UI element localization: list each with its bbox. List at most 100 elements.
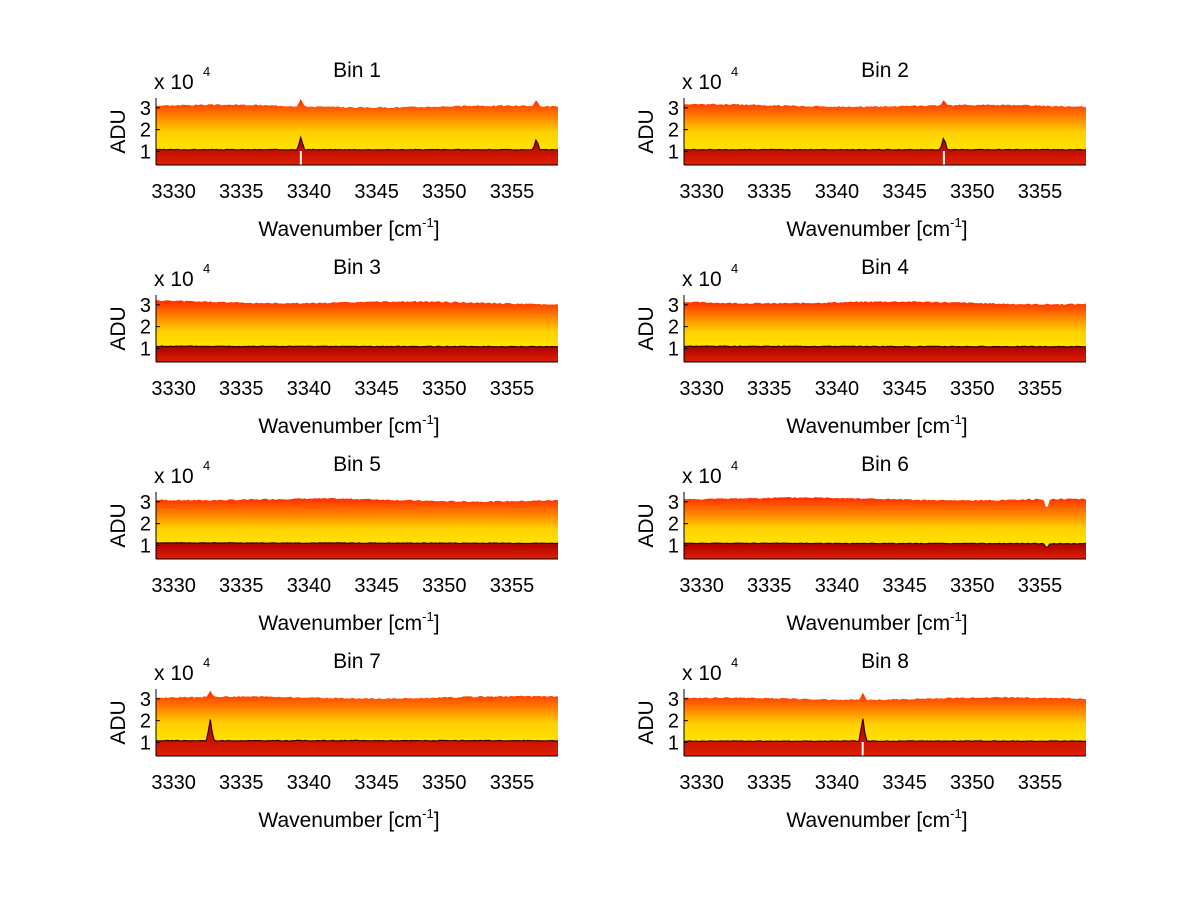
bin-6-title: Bin 6: [861, 453, 909, 476]
bin-3-ytick-label: 2: [140, 317, 151, 339]
bin-6-xtick-label: 3335: [747, 575, 792, 597]
subplot-bin-6: 123 3330 3335 3340 3345 3350 3355 Bin 6 x 10 4 ADU…: [635, 453, 1086, 635]
bin-7-xtick-label: 3345: [354, 772, 399, 794]
bin-2-xtick-label: 3340: [815, 181, 860, 203]
bin-6-xtick-label: 3350: [950, 575, 995, 597]
bin-5-xtick-label: 3355: [490, 575, 535, 597]
bin-8-lower-area: [684, 718, 1086, 756]
bin-3-xlabel: Wavenumber [cm-1]: [258, 412, 439, 438]
bin-1-ytick-label: 1: [140, 141, 151, 163]
bin-7-xtick-label: 3335: [219, 772, 264, 794]
bin-2-lower-line: [684, 137, 1086, 151]
bin-5-ytick-label: 3: [140, 492, 151, 514]
bin-8-xtick-label: 3355: [1018, 772, 1063, 794]
bin-3-ytick-label: 3: [140, 295, 151, 317]
bin-7-ylabel: ADU: [107, 700, 130, 744]
bin-4-ytick-label: 2: [668, 317, 679, 339]
bin-1-ylabel: ADU: [107, 109, 130, 153]
bin-7-xlabel: Wavenumber [cm-1]: [258, 806, 439, 832]
bin-2-ytick-label: 2: [668, 120, 679, 142]
bin-1-lower-area: [156, 137, 558, 165]
bin-6-xtick-label: 3340: [815, 575, 860, 597]
bin-3-exponent-sup: 4: [203, 261, 210, 276]
bin-3-xtick-label: 3355: [490, 378, 535, 400]
bin-1-exponent-sup: 4: [203, 64, 210, 79]
bin-8-ylabel: ADU: [635, 700, 658, 744]
bin-5-xtick-label: 3345: [354, 575, 399, 597]
bin-7-exponent-sup: 4: [203, 655, 210, 670]
bin-5-title: Bin 5: [333, 453, 381, 476]
bin-5-exponent-sup: 4: [203, 458, 210, 473]
bin-2-exponent-sup: 4: [731, 64, 738, 79]
bin-3-xtick-label: 3335: [219, 378, 264, 400]
bin-4-lower-area: [684, 346, 1086, 362]
bin-6-xlabel: Wavenumber [cm-1]: [786, 609, 967, 635]
bin-5-lower-line: [156, 541, 558, 545]
bin-2-title: Bin 2: [861, 59, 909, 82]
bin-1-xtick-label: 3340: [287, 181, 332, 203]
bin-4-ytick-label: 3: [668, 295, 679, 317]
bin-4-xtick-label: 3345: [882, 378, 927, 400]
bin-2-xtick-label: 3330: [679, 181, 724, 203]
bin-7-xtick-label: 3350: [422, 772, 467, 794]
bin-2-xtick-label: 3345: [882, 181, 927, 203]
bin-3-title: Bin 3: [333, 256, 381, 279]
bin-2-lower-area: [684, 138, 1086, 165]
bin-7-ytick-label: 1: [140, 732, 151, 754]
bin-8-xtick-label: 3350: [950, 772, 995, 794]
bin-1-xtick-label: 3345: [354, 181, 399, 203]
subplot-bin-3: 123 3330 3335 3340 3345 3350 3355 Bin 3 x 10 4 ADU…: [107, 256, 558, 438]
bin-6-xtick-label: 3355: [1018, 575, 1063, 597]
subplot-bin-2: 123 3330 3335 3340 3345 3350 3355 Bin 2 x 10 4 ADU…: [635, 59, 1086, 241]
bin-8-xtick-label: 3340: [815, 772, 860, 794]
bin-4-xtick-label: 3340: [815, 378, 860, 400]
bin-3-xtick-label: 3345: [354, 378, 399, 400]
bin-6-ytick-label: 2: [668, 514, 679, 536]
bin-2-xtick-label: 3335: [747, 181, 792, 203]
bin-4-ytick-label: 1: [668, 338, 679, 360]
bin-8-ytick-label: 1: [668, 732, 679, 754]
bin-5-ytick-label: 1: [140, 535, 151, 557]
bin-5-xtick-label: 3335: [219, 575, 264, 597]
bin-1-upper-area: [156, 98, 558, 165]
bin-8-xlabel: Wavenumber [cm-1]: [786, 806, 967, 832]
bin-4-title: Bin 4: [861, 256, 909, 279]
bin-1-xtick-label: 3350: [422, 181, 467, 203]
bin-6-xtick-label: 3345: [882, 575, 927, 597]
bin-5-xtick-label: 3350: [422, 575, 467, 597]
bin-6-ytick-label: 3: [668, 492, 679, 514]
bin-3-lower-line: [156, 345, 558, 348]
bin-5-lower-area: [156, 542, 558, 559]
subplot-bin-5: 123 3330 3335 3340 3345 3350 3355 Bin 5 x 10 4 ADU…: [107, 453, 558, 635]
bin-4-xtick-label: 3335: [747, 378, 792, 400]
bin-6-lower-area: [684, 543, 1086, 559]
bin-6-ylabel: ADU: [635, 503, 658, 547]
bin-3-exponent: x 10: [154, 268, 194, 291]
bin-4-ylabel: ADU: [635, 306, 658, 350]
bin-5-xtick-label: 3340: [287, 575, 332, 597]
bin-2-xtick-label: 3355: [1018, 181, 1063, 203]
bin-1-xtick-label: 3355: [490, 181, 535, 203]
bin-4-exponent: x 10: [682, 268, 722, 291]
bin-8-xtick-label: 3330: [679, 772, 724, 794]
bin-3-lower-area: [156, 346, 558, 362]
bin-8-exponent-sup: 4: [731, 655, 738, 670]
bin-8-xtick-label: 3345: [882, 772, 927, 794]
bin-4-xtick-label: 3355: [1018, 378, 1063, 400]
subplot-bin-1: 123 3330 3335 3340 3345 3350 3355 Bin 1 x 10 4 ADU…: [107, 59, 558, 241]
bin-5-xtick-label: 3330: [151, 575, 196, 597]
bin-2-upper-area: [684, 100, 1086, 165]
bin-2-exponent: x 10: [682, 71, 722, 94]
bin-8-ytick-label: 3: [668, 689, 679, 711]
bin-1-lower-line: [156, 135, 558, 151]
bin-6-lower-line: [684, 542, 1086, 548]
bin-5-ytick-label: 2: [140, 514, 151, 536]
bin-1-xtick-label: 3335: [219, 181, 264, 203]
bin-2-ytick-label: 3: [668, 98, 679, 120]
bin-7-title: Bin 7: [333, 650, 381, 673]
bin-5-xlabel: Wavenumber [cm-1]: [258, 609, 439, 635]
bin-2-ytick-label: 1: [668, 141, 679, 163]
bin-2-ylabel: ADU: [635, 109, 658, 153]
